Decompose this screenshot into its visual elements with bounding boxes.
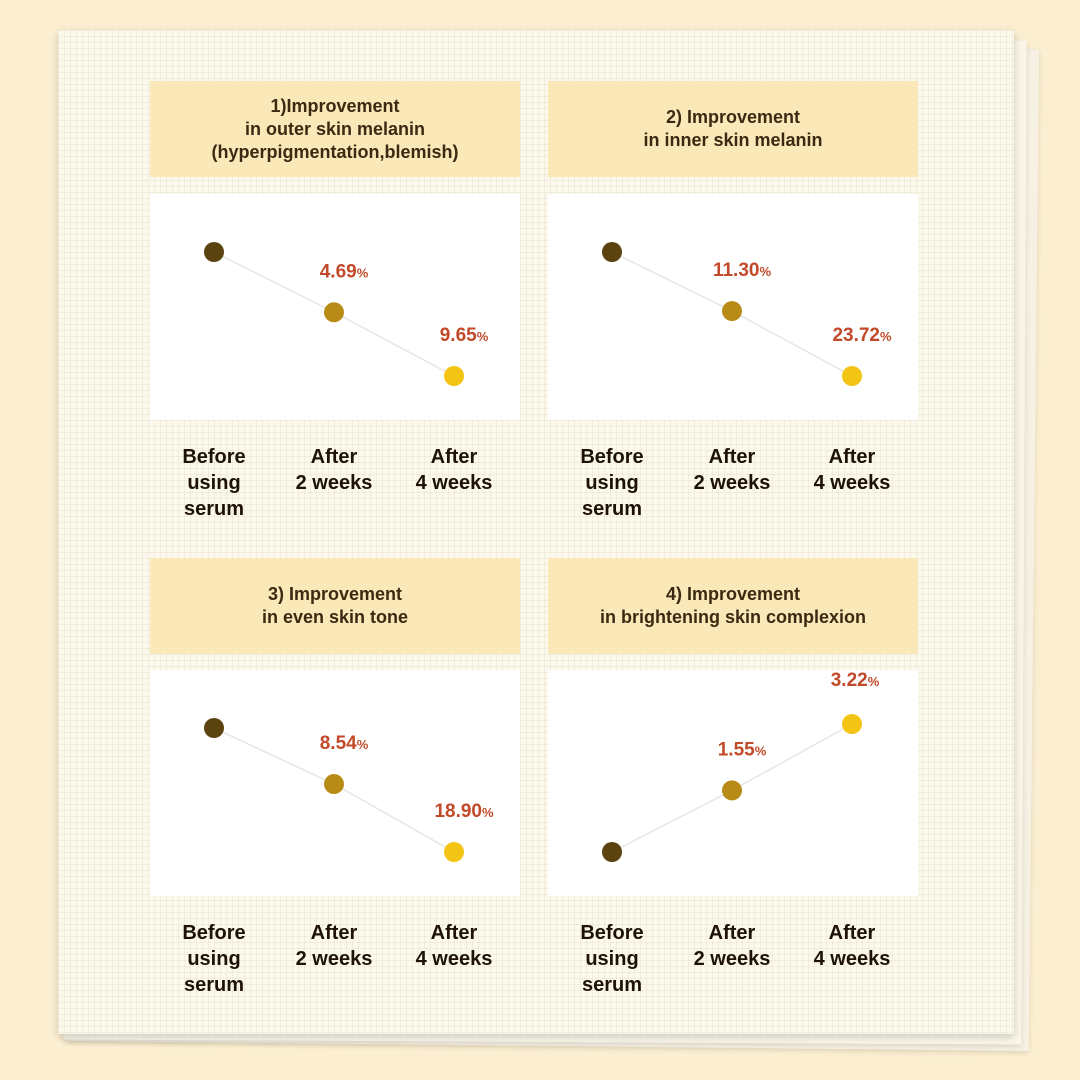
panel-1-data-label-week-2: 4.69% (320, 261, 369, 282)
panel-3-chart: 8.54% 18.90% (150, 670, 520, 896)
panel-4-x-label-before: Before using serum (580, 922, 644, 996)
panel-2-point-week-4 (842, 366, 862, 386)
panel-2-header: 2) Improvement in inner skin melanin (548, 81, 918, 177)
panel-3-x-labels: Before using serum After 2 weeks After 4… (150, 920, 520, 1000)
panel-1-data-label-week-4: 9.65% (440, 325, 489, 346)
panel-2-x-label-before: Before using serum (580, 446, 644, 520)
panel-2-point-week-2 (722, 301, 742, 322)
panel-4-x-label-2-weeks: After 2 weeks (693, 922, 771, 970)
panel-2-point-before (602, 242, 622, 262)
panel-1-x-label-2-weeks: After 2 weeks (295, 446, 373, 494)
panel-3-title: 3) Improvement in even skin tone (261, 584, 409, 627)
panel-4-point-week-4 (842, 714, 862, 734)
panel-4-x-labels: Before using serum After 2 weeks After 4… (548, 920, 918, 1000)
panel-1-chart-svg: 4.69% 9.65% (204, 242, 489, 386)
panel-1-chart: 4.69% 9.65% (150, 194, 520, 420)
panel-3-point-week-2 (324, 774, 344, 795)
panel-1-x-labels: Before using serum After 2 weeks After 4… (150, 444, 520, 524)
panel-3-header: 3) Improvement in even skin tone (150, 558, 520, 654)
panel-3-point-before (204, 718, 224, 738)
panel-2-title: 2) Improvement in inner skin melanin (643, 107, 823, 150)
panel-2-x-label-2-weeks: After 2 weeks (693, 446, 771, 494)
panel-4-point-before (602, 842, 622, 862)
panel-3-x-label-2-weeks: After 2 weeks (295, 922, 373, 970)
panel-3-x-label-before: Before using serum (182, 922, 246, 996)
panel-3-data-label-week-4: 18.90% (434, 801, 494, 822)
panel-1-point-before (204, 242, 224, 262)
panel-3-point-week-4 (444, 842, 464, 862)
panel-4-title: 4) Improvement in brightening skin compl… (599, 584, 867, 627)
panel-4-chart-svg: 1.55% 3.22% (602, 670, 880, 862)
panel-4-header: 4) Improvement in brightening skin compl… (548, 558, 918, 654)
panel-2-chart-svg: 11.30% 23.72% (602, 242, 892, 386)
panel-3-x-label-4-weeks: After 4 weeks (415, 922, 493, 970)
panel-3-chart-svg: 8.54% 18.90% (204, 718, 494, 862)
panel-2-x-labels: Before using serum After 2 weeks After 4… (548, 444, 918, 524)
panel-4-data-label-week-4: 3.22% (831, 670, 880, 691)
panel-2-data-label-week-2: 11.30% (713, 260, 772, 281)
panel-1-x-label-4-weeks: After 4 weeks (415, 446, 493, 494)
panel-4-x-label-4-weeks: After 4 weeks (813, 922, 891, 970)
panel-3-data-label-week-2: 8.54% (320, 733, 369, 754)
panel-4-point-week-2 (722, 780, 742, 801)
panel-4-chart: 1.55% 3.22% (548, 670, 918, 896)
panel-1-point-week-2 (324, 302, 344, 323)
panel-1-x-label-before: Before using serum (182, 446, 246, 520)
panel-2-x-label-4-weeks: After 4 weeks (813, 446, 891, 494)
panel-1-header: 1)Improvement in outer skin melanin (hyp… (150, 81, 520, 177)
panel-4-data-label-week-2: 1.55% (718, 739, 767, 760)
panel-1-title: 1)Improvement in outer skin melanin (hyp… (211, 95, 459, 162)
panel-1-point-week-4 (444, 366, 464, 386)
panel-2-data-label-week-4: 23.72% (832, 325, 892, 346)
panel-2-chart: 11.30% 23.72% (548, 194, 918, 420)
